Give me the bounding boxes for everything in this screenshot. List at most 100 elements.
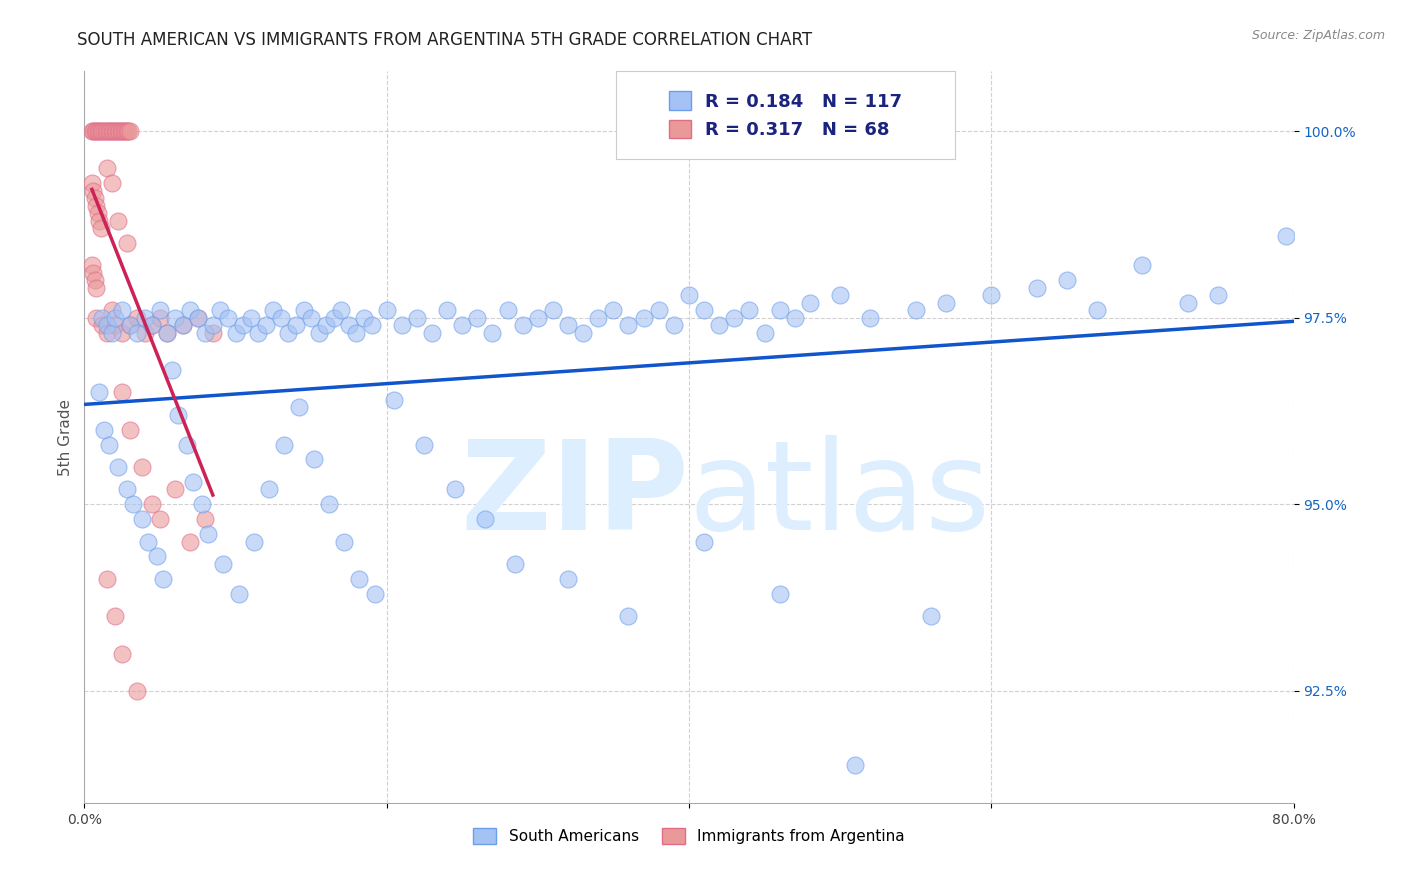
Point: [105, 124, 128, 138]
Point: [617, 318, 640, 332]
Point: [769, 303, 792, 318]
Point: [391, 318, 413, 332]
Point: [239, 310, 262, 325]
Point: [90, 221, 112, 235]
Point: [288, 401, 311, 415]
Point: [363, 587, 385, 601]
Point: [108, 124, 131, 138]
Point: [315, 318, 337, 332]
Point: [117, 124, 139, 138]
Point: [172, 318, 194, 332]
Point: [107, 124, 129, 138]
Point: [633, 310, 655, 325]
Point: [709, 318, 731, 332]
Point: [131, 459, 153, 474]
Point: [156, 326, 179, 340]
Point: [648, 303, 671, 318]
Point: [277, 326, 299, 340]
Point: [474, 512, 496, 526]
Point: [149, 310, 172, 325]
Point: [1085, 303, 1108, 318]
Y-axis label: 5th Grade: 5th Grade: [58, 399, 73, 475]
Point: [232, 318, 254, 332]
Point: [89, 385, 111, 400]
Point: [97, 437, 120, 451]
Point: [111, 303, 134, 318]
Point: [80, 259, 103, 273]
Point: [179, 534, 201, 549]
Point: [783, 310, 806, 325]
Point: [693, 303, 716, 318]
Point: [318, 497, 340, 511]
Point: [115, 124, 138, 138]
Point: [420, 326, 443, 340]
Point: [191, 497, 214, 511]
Point: [118, 423, 141, 437]
Point: [111, 326, 134, 340]
Point: [96, 572, 118, 586]
Point: [94, 124, 117, 138]
Point: [292, 303, 315, 318]
Point: [904, 303, 927, 318]
Point: [443, 483, 465, 497]
Point: [738, 303, 761, 318]
Point: [89, 124, 111, 138]
Point: [512, 318, 534, 332]
Point: [333, 534, 356, 549]
Point: [104, 318, 127, 332]
Text: ZIP: ZIP: [460, 435, 689, 556]
Point: [1275, 228, 1298, 243]
Point: [82, 124, 104, 138]
Point: [844, 758, 866, 772]
Point: [467, 310, 489, 325]
Point: [935, 295, 957, 310]
Point: [201, 318, 224, 332]
Point: [86, 124, 108, 138]
Point: [100, 124, 122, 138]
Point: [187, 310, 209, 325]
Point: [1025, 281, 1047, 295]
Point: [149, 512, 172, 526]
Point: [920, 609, 942, 624]
Point: [134, 310, 156, 325]
Point: [194, 512, 217, 526]
Point: [242, 534, 264, 549]
Point: [80, 124, 103, 138]
Point: [172, 318, 194, 332]
Point: [980, 288, 1002, 302]
Point: [187, 310, 209, 325]
Point: [859, 310, 882, 325]
Point: [678, 288, 700, 302]
Point: [299, 310, 322, 325]
Point: [100, 303, 122, 318]
Point: [104, 609, 127, 624]
Point: [247, 326, 270, 340]
Point: [100, 177, 122, 191]
Point: [98, 124, 121, 138]
Point: [91, 310, 114, 325]
Point: [602, 303, 624, 318]
Point: [152, 572, 174, 586]
Point: [96, 161, 118, 176]
Point: [273, 437, 295, 451]
Point: [97, 124, 120, 138]
Point: [107, 459, 129, 474]
Point: [212, 557, 235, 571]
Point: [308, 326, 330, 340]
Point: [179, 303, 201, 318]
Point: [360, 318, 382, 332]
Point: [134, 326, 156, 340]
Point: [93, 423, 115, 437]
Point: [86, 199, 108, 213]
Point: [503, 557, 526, 571]
Point: [101, 124, 124, 138]
Point: [82, 184, 104, 198]
Point: [353, 310, 375, 325]
Point: [262, 303, 284, 318]
Point: [96, 326, 118, 340]
Point: [201, 326, 224, 340]
Point: [89, 213, 111, 227]
Point: [617, 609, 640, 624]
Point: [723, 310, 745, 325]
Point: [104, 310, 127, 325]
